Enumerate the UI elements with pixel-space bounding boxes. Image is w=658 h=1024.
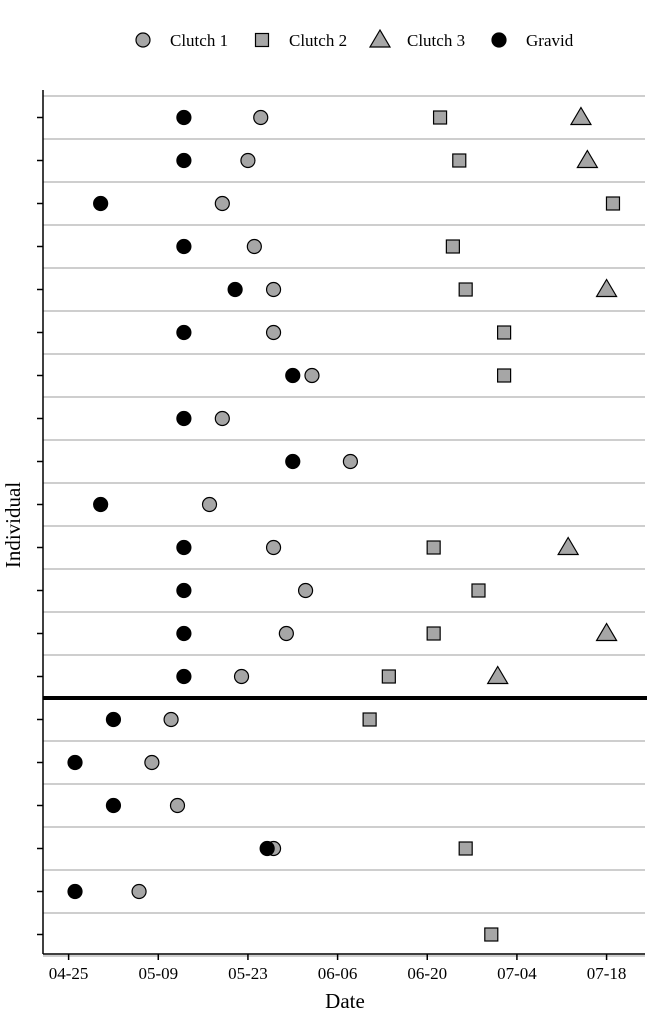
- point-gravid: [176, 324, 192, 341]
- point-clutch-2: [471, 583, 486, 598]
- point-clutch-1: [169, 797, 186, 814]
- point-clutch-1: [163, 711, 179, 728]
- point-gravid: [176, 582, 192, 599]
- ticks: 04-25 05-09 05-23 06-06 06-20 07-04 07-18: [37, 116, 627, 983]
- point-clutch-1: [253, 109, 269, 126]
- point-gravid: [176, 539, 192, 556]
- point-clutch-1: [214, 195, 230, 212]
- point-gravid: [176, 152, 192, 169]
- point-gravid: [176, 668, 192, 685]
- y-axis-title: Individual: [1, 482, 25, 568]
- point-clutch-3: [595, 622, 618, 642]
- point-clutch-1: [246, 238, 262, 255]
- x-tick-label: 05-23: [228, 964, 268, 983]
- legend-marker: [491, 32, 507, 48]
- point-gravid: [259, 840, 275, 857]
- legend-marker: [368, 28, 392, 48]
- point-clutch-3: [557, 536, 580, 556]
- point-clutch-1: [297, 582, 314, 599]
- point-gravid: [176, 238, 192, 255]
- point-clutch-1: [265, 281, 282, 298]
- point-clutch-1: [131, 883, 147, 900]
- point-clutch-3: [486, 665, 509, 685]
- point-gravid: [176, 109, 192, 126]
- point-clutch-2: [605, 196, 621, 211]
- point-gravid: [105, 797, 122, 814]
- point-clutch-2: [426, 626, 441, 641]
- point-clutch-1: [240, 152, 256, 169]
- x-tick-label: 06-06: [318, 964, 358, 983]
- point-clutch-1: [214, 410, 230, 427]
- legend-label: Gravid: [526, 31, 574, 50]
- point-clutch-1: [144, 754, 160, 771]
- point-clutch-2: [426, 540, 441, 555]
- legend-label: Clutch 3: [407, 31, 465, 50]
- point-clutch-2: [497, 325, 512, 340]
- legend-label: Clutch 1: [170, 31, 228, 50]
- point-gravid: [93, 496, 109, 513]
- point-clutch-1: [278, 625, 294, 642]
- point-clutch-1: [304, 367, 320, 384]
- point-clutch-2: [432, 110, 448, 125]
- legend-marker: [135, 32, 151, 48]
- point-gravid: [176, 410, 192, 427]
- point-clutch-1: [233, 668, 250, 685]
- point-clutch-2: [458, 282, 473, 297]
- legend: Clutch 1 Clutch 2 Clutch 3 Gravid: [135, 28, 574, 50]
- point-clutch-2: [452, 153, 467, 168]
- point-clutch-1: [265, 539, 282, 556]
- point-clutch-1: [201, 496, 218, 513]
- grid-lines: [43, 95, 647, 957]
- point-gravid: [176, 625, 192, 642]
- legend-label: Clutch 2: [289, 31, 347, 50]
- point-gravid: [67, 754, 83, 771]
- axes: [42, 90, 645, 955]
- x-tick-label: 07-04: [497, 964, 537, 983]
- point-gravid: [227, 281, 243, 298]
- x-tick-label: 07-18: [587, 964, 627, 983]
- point-clutch-2: [484, 927, 499, 942]
- x-tick-label: 06-20: [407, 964, 447, 983]
- x-tick-label: 05-09: [138, 964, 178, 983]
- x-axis-title: Date: [325, 989, 365, 1013]
- point-gravid: [285, 367, 301, 384]
- data-points: [67, 106, 621, 942]
- x-tick-label: 04-25: [49, 964, 89, 983]
- point-clutch-2: [497, 368, 512, 383]
- point-clutch-2: [458, 841, 473, 856]
- legend-marker: [254, 32, 270, 48]
- point-clutch-2: [381, 669, 396, 684]
- point-clutch-3: [576, 149, 599, 169]
- point-clutch-1: [342, 453, 359, 470]
- point-clutch-2: [445, 239, 460, 254]
- point-gravid: [285, 453, 301, 470]
- point-clutch-1: [265, 324, 282, 341]
- point-gravid: [67, 883, 83, 900]
- point-clutch-3: [595, 278, 618, 298]
- point-clutch-2: [362, 712, 377, 727]
- point-gravid: [93, 195, 109, 212]
- point-gravid: [105, 711, 122, 728]
- point-clutch-3: [569, 106, 593, 126]
